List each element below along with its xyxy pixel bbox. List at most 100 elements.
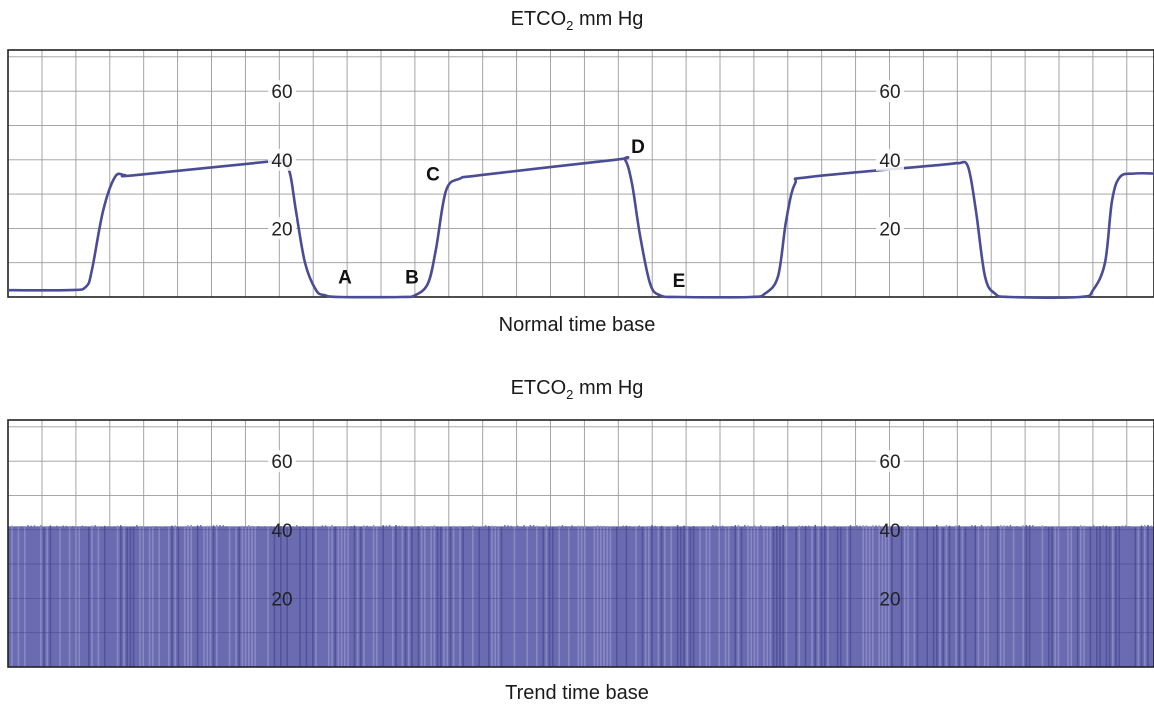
- trend-bar: [680, 527, 682, 667]
- trend-bar: [577, 525, 580, 667]
- trend-bar: [996, 525, 999, 667]
- trend-bar: [1006, 525, 1008, 667]
- plot-frame: [7, 49, 1154, 298]
- trend-bar: [865, 525, 868, 667]
- tick-label-bg: [876, 148, 904, 171]
- trend-bar: [436, 526, 439, 667]
- trend-bar: [939, 526, 941, 667]
- trend-bar: [414, 527, 416, 667]
- trend-bar: [641, 526, 644, 667]
- trend-bar: [1121, 525, 1124, 667]
- trend-bar: [1025, 525, 1028, 667]
- trend-bar: [875, 525, 877, 667]
- trend-bar: [59, 527, 61, 667]
- tick-label-bg: [876, 217, 904, 240]
- trend-bar: [168, 527, 170, 667]
- y-tick-label: 20: [271, 589, 292, 610]
- trend-bar: [97, 526, 100, 667]
- capnogram-series-line: [8, 156, 1154, 299]
- trend-bar: [161, 527, 164, 667]
- trend-bar: [62, 525, 64, 667]
- trend-bar: [1041, 525, 1044, 667]
- trend-bar: [1150, 525, 1152, 667]
- trend-bar: [430, 525, 432, 667]
- trend-bar: [257, 526, 260, 667]
- trend-bar: [449, 526, 452, 667]
- trend-bar: [334, 526, 336, 667]
- trend-bar: [196, 525, 199, 667]
- trend-bar: [1099, 526, 1101, 667]
- trend-bar: [484, 525, 487, 667]
- trend-bar: [232, 527, 234, 667]
- trend-bar: [1022, 525, 1024, 667]
- trend-bar: [1076, 526, 1079, 667]
- trend-bar: [520, 526, 522, 667]
- trend-bar: [856, 525, 858, 667]
- trend-bar: [296, 525, 298, 667]
- trend-bar: [1070, 525, 1072, 667]
- trend-bar: [1019, 527, 1021, 667]
- trend-bar: [385, 525, 388, 667]
- trend-bar: [14, 526, 16, 667]
- trend-bar: [228, 527, 231, 667]
- trend-bar: [91, 525, 93, 667]
- trend-bar: [1137, 527, 1140, 667]
- trend-bar: [1012, 527, 1015, 667]
- y-tick-label: 60: [879, 452, 900, 473]
- trend-bar: [529, 524, 532, 667]
- trend-bar: [75, 527, 77, 667]
- trend-bar: [43, 527, 45, 667]
- trend-bar: [1115, 526, 1117, 667]
- trend-bar: [267, 527, 269, 667]
- tick-label-bg: [268, 217, 296, 240]
- trend-bar: [728, 527, 730, 667]
- trend-bar: [878, 525, 880, 667]
- trend-bar: [315, 526, 317, 667]
- trend-bar: [33, 525, 36, 667]
- bottom-chart-caption: Trend time base: [505, 682, 649, 704]
- tick-label-bg: [876, 450, 904, 473]
- trend-bar: [964, 527, 967, 667]
- trend-bar: [820, 527, 823, 667]
- trend-bar: [155, 526, 157, 667]
- trend-bar: [721, 525, 724, 667]
- trend-bar: [763, 526, 765, 667]
- trend-bar: [862, 525, 864, 667]
- trend-bar: [660, 525, 663, 667]
- trend-bar: [270, 526, 272, 667]
- trend-bar: [907, 525, 909, 667]
- trend-bar: [792, 527, 794, 667]
- trend-bar: [1086, 527, 1088, 667]
- trend-bar: [606, 526, 608, 667]
- trend-bar: [798, 525, 800, 667]
- trend-bar: [433, 525, 436, 667]
- trend-bar: [216, 524, 218, 667]
- trend-bar: [513, 526, 516, 667]
- trend-bar: [913, 527, 916, 667]
- trend-bar: [1067, 527, 1069, 667]
- trend-bar: [600, 525, 602, 667]
- trend-bar: [132, 526, 135, 667]
- trend-bar: [456, 526, 458, 667]
- trend-bar: [203, 526, 205, 667]
- trend-bar: [590, 527, 592, 667]
- trend-bar: [840, 527, 842, 667]
- trend-bar: [1064, 527, 1066, 667]
- trend-bar: [440, 527, 442, 667]
- trend-bar: [811, 527, 813, 667]
- trend-bar: [705, 526, 708, 667]
- trend-bar: [164, 526, 167, 667]
- trend-bar: [689, 526, 692, 667]
- trend-bar: [625, 525, 628, 667]
- trend-bar: [987, 525, 989, 667]
- trend-bar: [1035, 526, 1037, 667]
- trend-bar: [651, 525, 653, 667]
- trend-bar: [628, 526, 631, 667]
- trend-bar: [676, 525, 679, 667]
- trend-bar: [126, 527, 128, 667]
- trend-bar: [900, 526, 903, 667]
- trend-bar: [715, 525, 717, 667]
- trend-bar: [129, 527, 132, 667]
- trend-bar: [516, 525, 519, 667]
- trend-bar: [648, 526, 650, 667]
